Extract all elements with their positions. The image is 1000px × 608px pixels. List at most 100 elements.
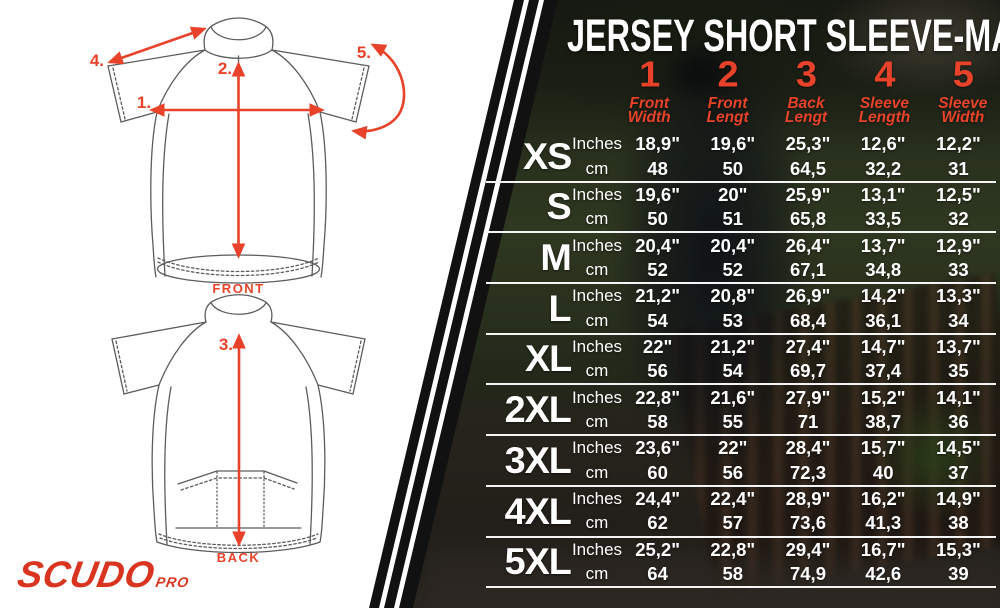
photo-road [430, 544, 1000, 608]
cm-value: 38,7 [865, 410, 902, 432]
inches-value: 12,9" [936, 234, 981, 256]
cm-value: 52 [722, 258, 744, 280]
table-row: S Inches 19,6" 20" 25,9" 13,1" 12,5" cm … [486, 183, 996, 234]
cm-value: 32 [948, 208, 969, 230]
unit-cm-label: cm [585, 564, 609, 584]
cm-value: 54 [647, 309, 668, 331]
table-row: 5XL Inches 25,2" 22,8" 29,4" 16,7" 15,3"… [486, 538, 996, 589]
unit-cm-label: cm [585, 158, 609, 178]
marker-4-label: 4. [90, 51, 104, 70]
inches-value: 21,2" [710, 335, 756, 357]
inches-value: 15,2" [860, 386, 906, 408]
inches-value: 20" [718, 183, 748, 205]
size-label: S [546, 186, 572, 228]
column-number: 2 [717, 55, 739, 95]
inches-value: 13,3" [936, 285, 981, 307]
inches-value: 25,3" [785, 133, 831, 155]
back-caption: BACK [217, 550, 261, 565]
unit-inches-label: Inches [571, 336, 623, 356]
table-row: XS Inches 18,9" 19,6" 25,3" 12,6" 12,2" … [486, 132, 996, 183]
cm-value: 67,1 [789, 258, 826, 280]
photo-helmet [655, 38, 745, 108]
cm-value: 38 [948, 512, 969, 534]
marker-5-label: 5. [357, 43, 371, 62]
table-row: L Inches 21,2" 20,8" 26,9" 14,2" 13,3" c… [486, 284, 996, 335]
front-caption: FRONT [212, 281, 264, 296]
cm-value: 36,1 [865, 309, 902, 331]
unit-inches-label: Inches [571, 184, 623, 204]
inches-value: 22,8" [635, 386, 680, 408]
cm-value: 64 [647, 563, 668, 585]
cm-value: 57 [722, 512, 744, 534]
cm-value: 34,8 [865, 258, 902, 280]
size-label: 5XL [504, 541, 572, 583]
column-label: Back Lengt [784, 95, 828, 127]
inches-value: 13,1" [860, 183, 906, 205]
unit-cm-label: cm [585, 361, 609, 381]
inches-value: 14,9" [936, 487, 981, 509]
table-row: XL Inches 22" 21,2" 27,4" 14,7" 13,7" cm… [486, 335, 996, 386]
column-number: 4 [874, 55, 895, 95]
unit-cm-label: cm [585, 310, 609, 330]
cm-value: 35 [948, 360, 969, 382]
cm-value: 39 [948, 563, 969, 585]
cm-value: 31 [948, 157, 969, 179]
cm-value: 73,6 [789, 512, 826, 534]
unit-inches-label: Inches [571, 539, 623, 559]
cm-value: 64,5 [789, 157, 826, 179]
inches-value: 14,1" [936, 386, 981, 408]
unit-cm-label: cm [585, 462, 609, 482]
inches-value: 21,2" [635, 285, 680, 307]
inches-value: 20,4" [635, 234, 680, 256]
cm-value: 56 [647, 360, 668, 382]
cm-value: 50 [647, 208, 668, 230]
inches-value: 29,4" [785, 538, 831, 560]
unit-cm-label: cm [585, 209, 609, 229]
inches-value: 15,7" [860, 437, 906, 459]
front-measurement-arrows: 1. 2. 4. 5. FRONT [90, 26, 406, 296]
inches-value: 26,9" [785, 285, 831, 307]
inches-value: 13,7" [860, 234, 906, 256]
measurement-column: 2 Front Lengt [688, 56, 766, 126]
inches-value: 22" [642, 335, 673, 357]
measurement-column: 5 Sleeve Width [924, 56, 1000, 126]
inches-value: 14,7" [860, 335, 906, 357]
cm-value: 32,2 [865, 157, 902, 179]
cm-value: 60 [647, 461, 668, 483]
table-row: 3XL Inches 23,6" 22" 28,4" 15,7" 14,5" c… [486, 436, 996, 487]
inches-value: 23,6" [635, 437, 680, 459]
size-label: 4XL [504, 490, 572, 532]
inches-value: 27,4" [785, 335, 831, 357]
cm-value: 40 [872, 461, 894, 483]
unit-inches-label: Inches [571, 488, 623, 508]
cm-value: 71 [797, 410, 819, 432]
cm-value: 65,8 [789, 208, 826, 230]
unit-cm-label: cm [585, 411, 609, 431]
cm-value: 58 [722, 563, 744, 585]
cm-value: 74,9 [789, 563, 826, 585]
inches-value: 12,6" [860, 133, 906, 155]
cm-value: 58 [647, 410, 668, 432]
table-row: 2XL Inches 22,8" 21,6" 27,9" 15,2" 14,1"… [486, 385, 996, 437]
inches-value: 25,2" [635, 538, 680, 560]
column-number: 5 [952, 55, 974, 95]
size-label: XS [522, 135, 572, 177]
inches-value: 28,4" [785, 437, 831, 459]
inches-value: 19,6" [635, 183, 680, 205]
inches-value: 22,4" [710, 487, 756, 509]
inches-value: 19,6" [710, 133, 756, 155]
size-label: 3XL [504, 439, 572, 481]
column-label: Sleeve Length [858, 95, 911, 127]
unit-inches-label: Inches [571, 387, 623, 407]
column-number: 1 [639, 55, 660, 95]
inches-value: 21,6" [710, 386, 756, 408]
marker-2-label: 2. [218, 59, 232, 78]
column-number: 3 [795, 55, 817, 95]
inches-value: 22,8" [710, 538, 756, 560]
inches-value: 20,8" [710, 285, 756, 307]
cm-value: 52 [647, 258, 668, 280]
marker-1-label: 1. [137, 93, 151, 112]
size-label: M [540, 237, 572, 279]
